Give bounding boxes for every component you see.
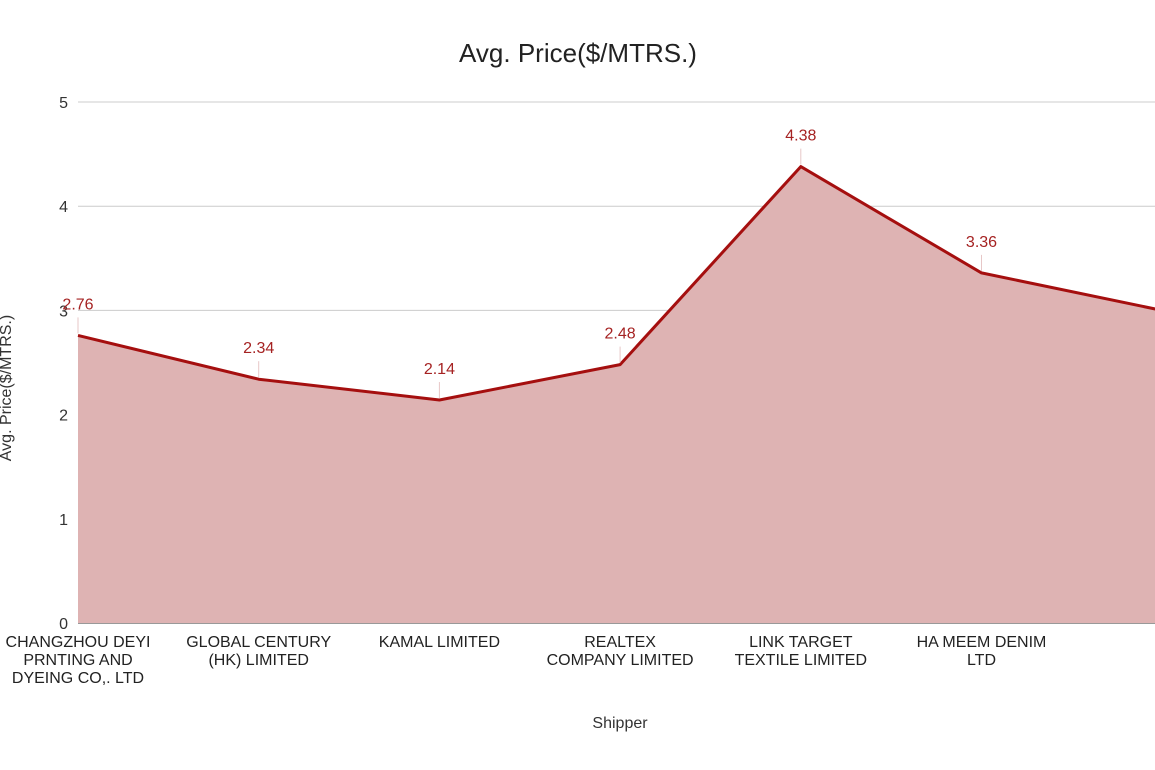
y-tick-label: 2: [59, 408, 68, 425]
x-tick-label: DYEING CO,. LTD: [12, 670, 144, 687]
x-tick-label: LTD: [967, 652, 996, 669]
area-fill: [78, 166, 1155, 623]
y-axis-label: Avg. Price($/MTRS.): [0, 315, 15, 461]
y-tick-label: 1: [59, 512, 68, 529]
x-tick-label: TEXTILE LIMITED: [735, 652, 867, 669]
series-line: [77, 165, 1155, 402]
series-area: [77, 165, 1155, 623]
data-label: 2.14: [424, 361, 455, 378]
x-tick-label: HA MEEM DENIM: [917, 634, 1047, 651]
y-tick-label: 0: [59, 616, 68, 633]
x-tick-label: PRNTING AND: [23, 652, 132, 669]
y-tick-label: 3: [59, 303, 68, 320]
data-labels: 2.762.342.142.484.383.362: [62, 128, 997, 399]
data-label: 2.76: [62, 296, 93, 313]
x-axis-label: Shipper: [592, 715, 648, 732]
x-tick-label: KAMAL LIMITED: [379, 634, 500, 651]
x-tick-label: LINK TARGET: [749, 634, 853, 651]
data-label: 4.38: [785, 128, 816, 145]
x-tick-label: COMPANY LIMITED: [547, 652, 694, 669]
data-label: 3.36: [966, 234, 997, 251]
x-tick-label: GLOBAL CENTURY: [186, 634, 331, 651]
data-label: 2.48: [605, 326, 636, 343]
y-axis-ticks: 0 1 2 3 4 5: [59, 95, 68, 633]
x-tick-label: REALTEX: [584, 634, 656, 651]
x-tick-label: (HK) LIMITED: [208, 652, 308, 669]
y-tick-label: 4: [59, 199, 68, 216]
y-tick-label: 5: [59, 95, 68, 112]
data-label: 2.34: [243, 340, 274, 357]
chart-title: Avg. Price($/MTRS.): [459, 38, 697, 68]
x-tick-label: CHANGZHOU DEYI: [6, 634, 151, 651]
